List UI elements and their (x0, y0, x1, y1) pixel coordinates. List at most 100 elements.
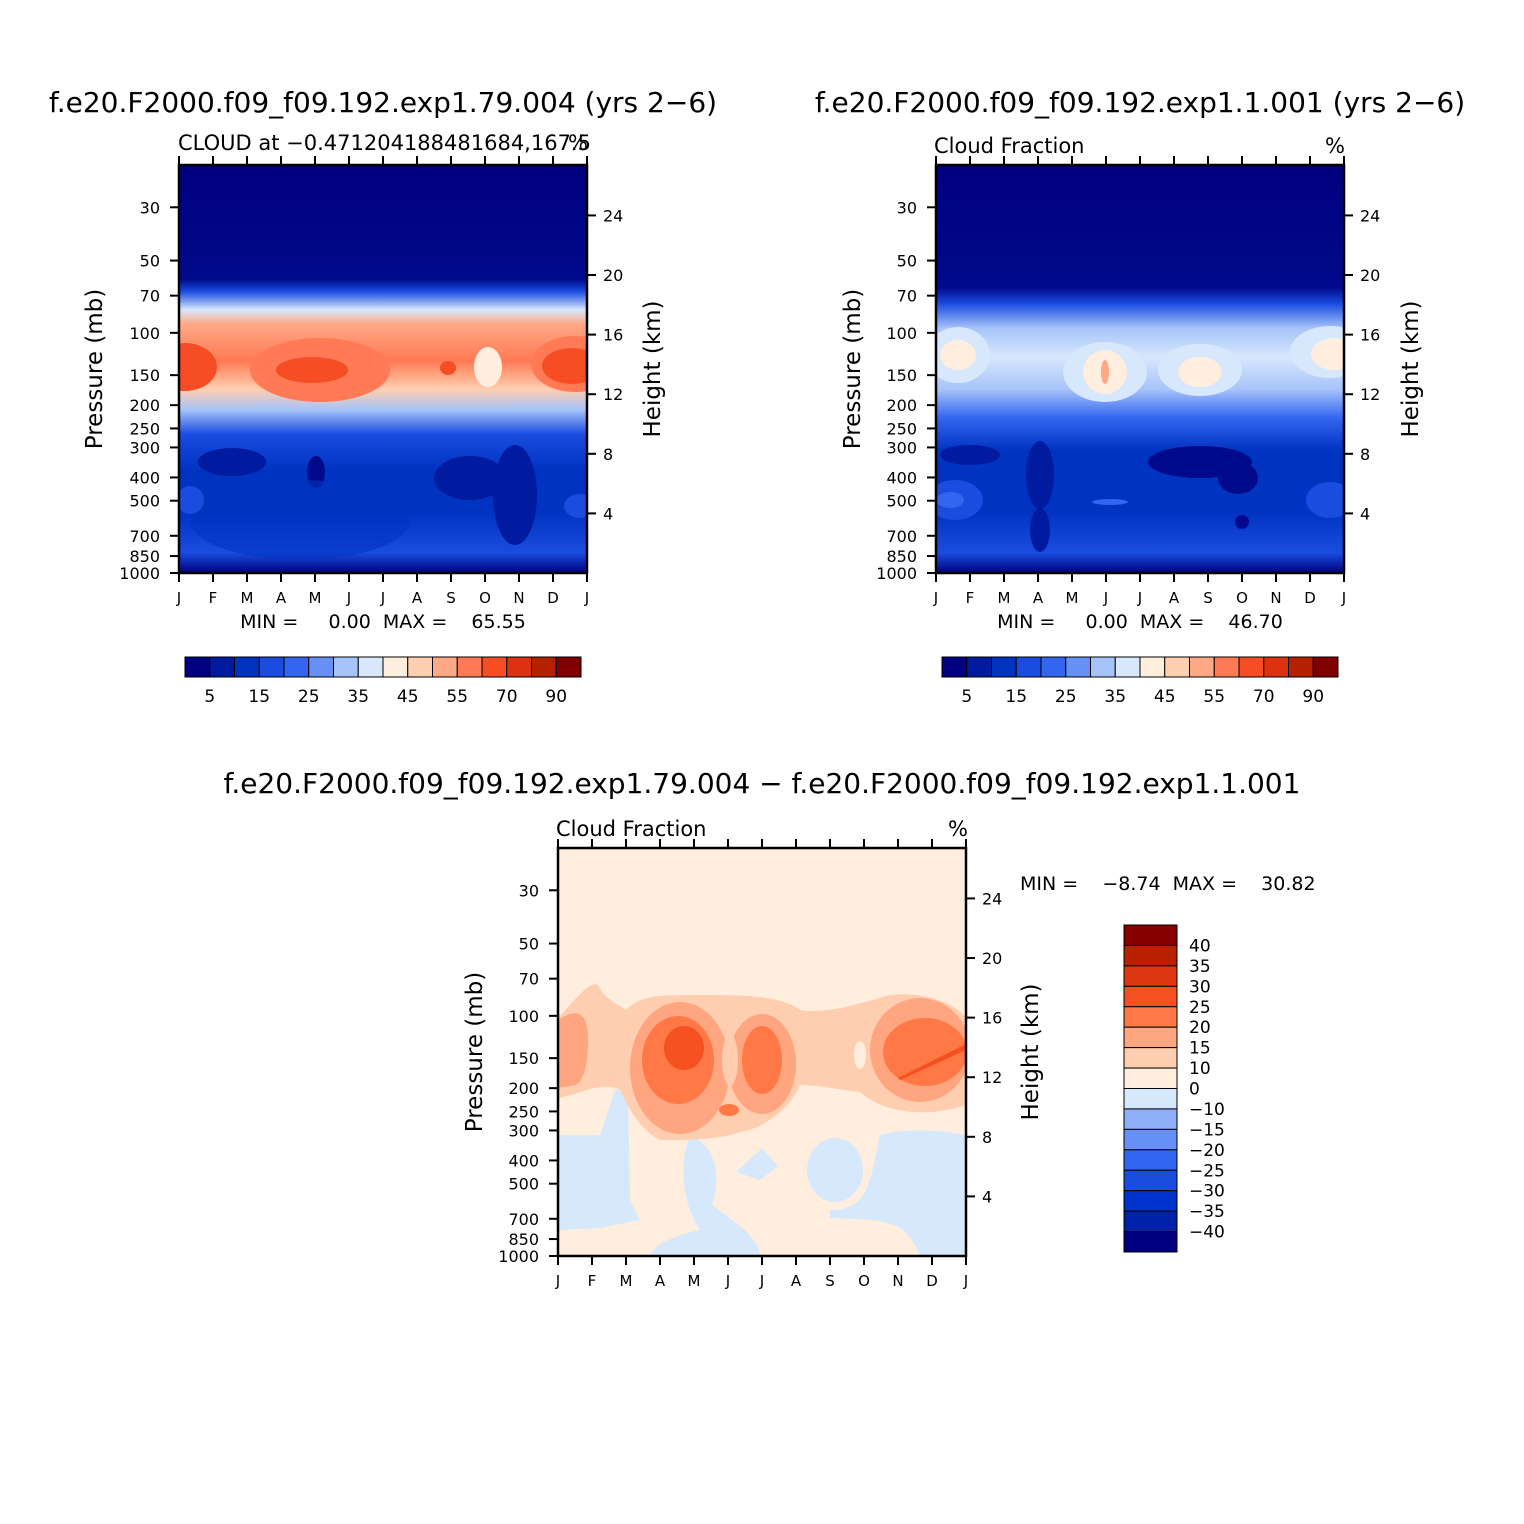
colorbar-swatch (333, 656, 359, 678)
colorbar-label: 35 (347, 687, 369, 707)
month-tick-label: J (380, 589, 385, 607)
panel2-ylabel-left: Pressure (mb) (840, 289, 866, 449)
pressure-tick-label: 100 (129, 324, 160, 343)
height-tick-label: 12 (603, 385, 623, 404)
pressure-tick-label: 1000 (119, 564, 160, 583)
month-tick-label: J (555, 1272, 560, 1290)
pressure-tick-label: 150 (508, 1049, 539, 1068)
panel-model-1: f.e20.F2000.f09_f09.192.exp1.1.001 (yrs … (815, 86, 1465, 707)
colorbar-label: 90 (545, 687, 567, 707)
pressure-tick-label: 700 (508, 1210, 539, 1229)
month-tick-label: F (966, 589, 975, 607)
colorbar-swatch (1123, 1088, 1178, 1110)
pressure-tick-label: 500 (508, 1175, 539, 1194)
month-tick-label: O (858, 1272, 870, 1290)
month-tick-label: S (1203, 589, 1213, 607)
panel2-contours (936, 165, 1344, 573)
colorbar-label: 45 (1154, 687, 1176, 707)
pressure-tick-label: 300 (508, 1121, 539, 1140)
month-tick-label: S (446, 589, 456, 607)
colorbar-swatch (1312, 656, 1339, 678)
month-tick-label: M (309, 589, 322, 607)
colorbar-swatch (1123, 1026, 1178, 1049)
month-tick-label: M (620, 1272, 633, 1290)
colorbar-swatch (1288, 656, 1314, 678)
month-tick-label: A (276, 589, 287, 607)
colorbar-label: 5 (961, 687, 972, 707)
colorbar-label: 25 (1189, 998, 1211, 1018)
colorbar-label: −30 (1189, 1182, 1225, 1202)
panel1-units: % (568, 131, 588, 155)
colorbar-swatch (1123, 1067, 1178, 1089)
pressure-tick-label: 500 (886, 492, 917, 511)
colorbar-swatch (1040, 656, 1067, 678)
pressure-tick-label: 100 (886, 324, 917, 343)
colorbar-swatch (1123, 1149, 1178, 1171)
pressure-tick-label: 50 (519, 935, 539, 954)
panel3-subtitle: Cloud Fraction (556, 817, 707, 841)
month-tick-label: J (759, 1272, 764, 1290)
panel3-ylabel-left: Pressure (mb) (462, 972, 488, 1132)
colorbar-swatch (1164, 656, 1190, 678)
pressure-tick-label: 70 (897, 287, 917, 306)
height-tick-label: 20 (1360, 266, 1380, 285)
pressure-tick-label: 700 (886, 527, 917, 546)
panel-model-79: f.e20.F2000.f09_f09.192.exp1.79.004 (yrs… (49, 86, 717, 707)
panel3-ylabel-right: Height (km) (1018, 983, 1044, 1120)
pressure-tick-label: 70 (140, 287, 160, 306)
colorbar-swatch (432, 656, 458, 678)
pressure-tick-label: 1000 (876, 564, 917, 583)
colorbar-swatch (555, 656, 582, 678)
colorbar-swatch (481, 656, 508, 678)
month-tick-label: J (1137, 589, 1142, 607)
panel3-units: % (948, 817, 968, 841)
panel-difference: f.e20.F2000.f09_f09.192.exp1.79.004 − f.… (224, 767, 1316, 1290)
colorbar-swatch (531, 656, 557, 678)
month-tick-label: A (1169, 589, 1180, 607)
colorbar-swatch (283, 656, 310, 678)
month-tick-label: M (688, 1272, 701, 1290)
height-tick-label: 16 (982, 1009, 1002, 1028)
colorbar-swatch (1123, 1006, 1178, 1028)
colorbar-label: 45 (397, 687, 419, 707)
pressure-tick-label: 1000 (498, 1247, 539, 1266)
colorbar-swatch (1213, 656, 1240, 678)
month-tick-label: O (479, 589, 491, 607)
panel2-title: f.e20.F2000.f09_f09.192.exp1.1.001 (yrs … (815, 86, 1465, 119)
colorbar-label: 15 (248, 687, 270, 707)
panel1-subtitle: CLOUD at −0.471204188481684,167.5 (178, 131, 591, 155)
pressure-tick-label: 30 (897, 198, 917, 217)
colorbar-swatch (407, 656, 433, 678)
panel3-min-max: MIN = −8.74 MAX = 30.82 (1020, 873, 1316, 895)
height-tick-label: 8 (603, 445, 613, 464)
colorbar-label: 55 (446, 687, 468, 707)
panel1-min-max: MIN = 0.00 MAX = 65.55 (240, 611, 526, 633)
month-tick-label: A (412, 589, 423, 607)
colorbar-swatch (1189, 656, 1215, 678)
height-tick-label: 4 (603, 504, 613, 523)
colorbar-label: 70 (1253, 687, 1275, 707)
colorbar-label: 55 (1203, 687, 1225, 707)
colorbar-swatch (1123, 924, 1178, 946)
panel1-ylabel-left: Pressure (mb) (82, 289, 108, 449)
colorbar-label: 30 (1189, 977, 1211, 997)
colorbar-swatch (1015, 656, 1042, 678)
colorbar-label: 40 (1189, 936, 1211, 956)
pressure-tick-label: 150 (129, 366, 160, 385)
month-tick-label: J (1103, 589, 1108, 607)
colorbar-label: −35 (1189, 1202, 1225, 1222)
colorbar-swatch (1123, 1190, 1178, 1212)
height-tick-label: 4 (1360, 504, 1370, 523)
month-tick-label: D (1304, 589, 1316, 607)
pressure-tick-label: 400 (886, 468, 917, 487)
month-tick-label: J (963, 1272, 968, 1290)
panel1-ylabel-right: Height (km) (640, 300, 666, 437)
pressure-tick-label: 250 (508, 1102, 539, 1121)
pressure-tick-label: 700 (129, 527, 160, 546)
panel1-title: f.e20.F2000.f09_f09.192.exp1.79.004 (yrs… (49, 86, 717, 119)
colorbar-swatch (1123, 1210, 1178, 1233)
colorbar-swatch (1123, 965, 1178, 987)
